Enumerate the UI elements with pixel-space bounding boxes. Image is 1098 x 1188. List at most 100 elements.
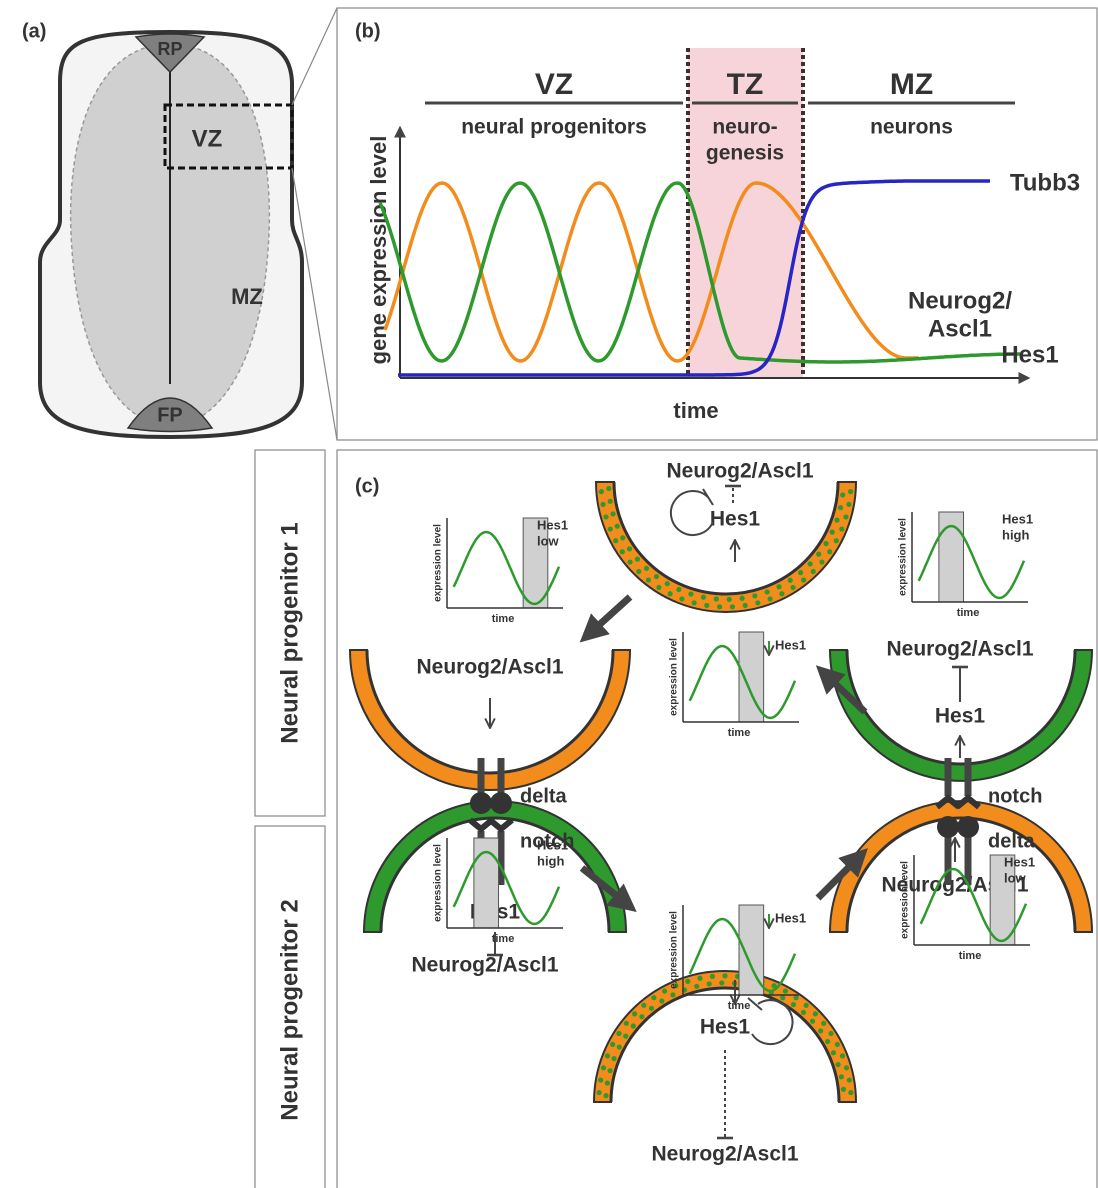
gene-label: Neurog2/ (908, 287, 1012, 314)
gene-label: Tubb3 (1010, 169, 1080, 196)
vesicle-dot (632, 1011, 637, 1016)
vesicle-dot (603, 1093, 608, 1098)
vesicle-dot (831, 1050, 836, 1055)
roof-plate-label: RP (157, 39, 182, 59)
mini-x-label: time (959, 950, 982, 962)
delta-ligand (490, 792, 512, 814)
vesicle-dot (627, 559, 632, 564)
vesicle-dot (818, 1028, 823, 1033)
vesicle-dot (794, 995, 799, 1000)
vesicle-dot (679, 596, 684, 601)
cell-text: Neurog2/Ascl1 (886, 638, 1033, 661)
mini-note: Hes1 (537, 517, 568, 532)
panel-label: (b) (355, 20, 381, 42)
vesicle-dot (644, 566, 649, 571)
y-axis-label: gene expression level (366, 136, 391, 365)
vesicle-dot (780, 995, 785, 1000)
zone-name: VZ (535, 68, 573, 101)
vesicle-dot (610, 1042, 615, 1047)
vesicle-dot (840, 1053, 845, 1058)
vesicle-dot (779, 591, 784, 596)
mini-note: high (1002, 527, 1029, 542)
delta-ligand (937, 816, 959, 838)
vesicle-dot (847, 1077, 852, 1082)
vesicle-dot (755, 600, 760, 605)
vesicle-dot (627, 546, 632, 551)
vesicle-dot (819, 559, 824, 564)
vesicle-dot (601, 1065, 606, 1070)
vesicle-dot (620, 549, 625, 554)
ligand-label: delta (988, 830, 1036, 852)
zone-description: neuro- (712, 116, 777, 139)
vesicle-dot (790, 585, 795, 590)
vesicle-dot (841, 1087, 846, 1092)
vesicle-dot (823, 541, 828, 546)
vesicle-dot (605, 1053, 610, 1058)
vesicle-dot (752, 593, 757, 598)
vesicle-dot (613, 538, 618, 543)
neurog2-curve (385, 183, 919, 361)
vesicle-dot (846, 502, 851, 507)
vesicle-dot (704, 603, 709, 608)
transition-arrow (588, 597, 630, 635)
vesicle-dot (607, 1068, 612, 1073)
panel-label: (a) (22, 20, 46, 42)
vesicle-dot (801, 577, 806, 582)
vesicle-dot (707, 981, 712, 986)
vesicle-dot (641, 1003, 646, 1008)
vesicle-dot (597, 1090, 602, 1095)
vesicle-dot (825, 1039, 830, 1044)
vesicle-dot (665, 581, 670, 586)
vesicle-dot (651, 995, 656, 1000)
vesicle-dot (603, 514, 608, 519)
mini-note: Hes1 (1002, 511, 1033, 526)
vesicle-dot (813, 1011, 818, 1016)
vesicle-dot (608, 526, 613, 531)
vesicle-dot (624, 1021, 629, 1026)
zone-name: MZ (890, 68, 933, 101)
vesicle-dot (840, 492, 845, 497)
vesicle-dot (611, 1056, 616, 1061)
vesicle-dot (636, 569, 641, 574)
vesicle-dot (697, 976, 702, 981)
mini-note: high (537, 853, 564, 868)
vesicle-dot (765, 589, 770, 594)
self-loop-bar (703, 489, 713, 505)
vesicle-dot (810, 1019, 815, 1024)
vesicle-dot (676, 587, 681, 592)
vesicle-dot (821, 1021, 826, 1026)
vesicle-dot (639, 1014, 644, 1019)
vesicle-dot (710, 974, 715, 979)
vesicle-dot (605, 1080, 610, 1085)
vesicle-dot (783, 989, 788, 994)
cell-text: Neurog2/Ascl1 (651, 1143, 798, 1166)
self-loop (671, 491, 713, 535)
vesicle-dot (743, 603, 748, 608)
zoom-line (292, 8, 337, 105)
delta-ligand (470, 792, 492, 814)
mini-y-label: expression level (669, 911, 680, 989)
gene-label: Hes1 (1001, 341, 1058, 368)
vesicle-dot (776, 584, 781, 589)
mini-note: Hes1 (537, 837, 568, 852)
vesicle-dot (662, 989, 667, 994)
vesicle-dot (598, 1077, 603, 1082)
vesicle-dot (839, 526, 844, 531)
vesicle-dot (600, 502, 605, 507)
x-axis-label: time (673, 398, 718, 423)
vesicle-dot (659, 998, 664, 1003)
mini-y-label: expression level (898, 518, 909, 596)
mini-y-label: expression level (433, 844, 444, 922)
vesicle-dot (620, 535, 625, 540)
vesicle-dot (830, 530, 835, 535)
vesicle-dot (694, 984, 699, 989)
vesicle-dot (646, 577, 651, 582)
vesicle-dot (685, 979, 690, 984)
delta-ligand (957, 816, 979, 838)
vesicle-dot (848, 1090, 853, 1095)
vesicle-dot (834, 538, 839, 543)
cell-text: Neurog2/Ascl1 (666, 460, 813, 483)
vesicle-dot (730, 604, 735, 609)
vesicle-dot (801, 1010, 806, 1015)
mini-y-label: expression level (433, 524, 444, 602)
